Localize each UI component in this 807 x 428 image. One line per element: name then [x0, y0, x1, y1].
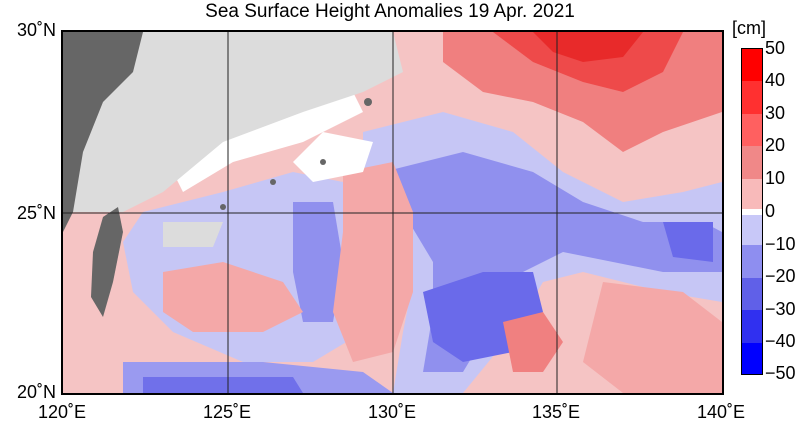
colorbar-segment: [742, 215, 762, 245]
colorbar-tick: −50: [765, 363, 796, 383]
colorbar-segment: [742, 179, 762, 209]
map-title: Sea Surface Height Anomalies 19 Apr. 202…: [205, 1, 575, 22]
colorbar-tick: 30: [765, 103, 786, 123]
colorbar-tick: 0: [765, 201, 776, 221]
colorbar-segment: [742, 146, 762, 179]
lon-label-135e: 135˚E: [531, 402, 581, 422]
colorbar-segment: [742, 114, 762, 146]
lon-label-130e: 130˚E: [367, 402, 417, 422]
lat-label-25n: 25˚N: [16, 203, 56, 223]
colorbar-tick: −40: [765, 331, 796, 351]
ssh-anomaly-map: [61, 30, 724, 395]
lon-label-140e: 140˚E: [696, 402, 746, 422]
colorbar-tick: −30: [765, 299, 796, 319]
colorbar-segment: [742, 49, 762, 81]
colorbar: [741, 48, 763, 375]
lon-label-125e: 125˚E: [202, 402, 252, 422]
lat-label-20n: 20˚N: [16, 382, 56, 402]
colorbar-tick: 40: [765, 70, 786, 90]
lat-label-30n: 30˚N: [16, 20, 56, 40]
colorbar-tick: 20: [765, 135, 786, 155]
colorbar-segment: [742, 245, 762, 278]
colorbar-segment: [742, 278, 762, 310]
colorbar-segment: [742, 209, 762, 215]
colorbar-segment: [742, 343, 762, 374]
colorbar-tick: −10: [765, 234, 796, 254]
colorbar-unit: [cm]: [732, 18, 766, 38]
lon-label-120e: 120˚E: [37, 402, 87, 422]
colorbar-segment: [742, 310, 762, 343]
colorbar-tick: 10: [765, 168, 786, 188]
colorbar-tick: 50: [765, 38, 786, 58]
colorbar-tick: −20: [765, 266, 796, 286]
colorbar-segment: [742, 81, 762, 114]
